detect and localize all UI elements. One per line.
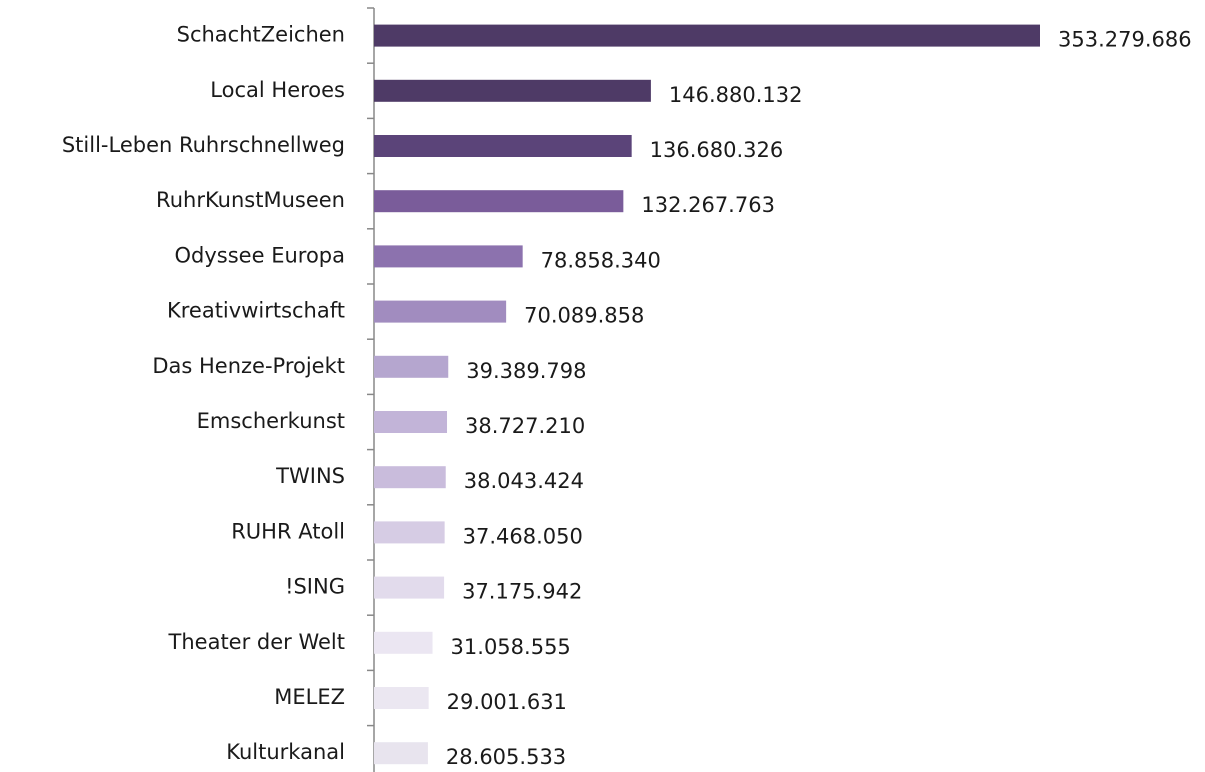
value-label: 78.858.340 bbox=[541, 248, 661, 272]
category-label: RuhrKunstMuseen bbox=[156, 188, 345, 212]
bar bbox=[374, 79, 651, 102]
category-label: Local Heroes bbox=[210, 78, 345, 102]
value-label: 353.279.686 bbox=[1058, 28, 1192, 52]
category-label: Das Henze-Projekt bbox=[152, 354, 345, 378]
category-label: Kreativwirtschaft bbox=[167, 299, 345, 323]
value-label: 146.880.132 bbox=[669, 83, 803, 107]
value-label: 132.267.763 bbox=[641, 193, 775, 217]
bar bbox=[374, 576, 445, 599]
bar bbox=[374, 300, 507, 323]
category-label: SchachtZeichen bbox=[177, 23, 345, 47]
value-label: 70.089.858 bbox=[524, 304, 644, 328]
category-label: Still-Leben Ruhrschnellweg bbox=[62, 133, 345, 157]
value-label: 31.058.555 bbox=[451, 635, 571, 659]
value-label: 39.389.798 bbox=[466, 359, 586, 383]
value-label: 38.043.424 bbox=[464, 469, 584, 493]
bar bbox=[374, 631, 433, 654]
category-label: TWINS bbox=[275, 464, 345, 488]
category-label: Theater der Welt bbox=[168, 630, 345, 654]
bar bbox=[374, 24, 1040, 47]
bar bbox=[374, 466, 446, 489]
category-label: MELEZ bbox=[274, 685, 345, 709]
bar bbox=[374, 190, 624, 213]
bar bbox=[374, 411, 448, 433]
value-label: 29.001.631 bbox=[447, 690, 567, 714]
value-label: 28.605.533 bbox=[446, 745, 566, 769]
bar bbox=[374, 687, 429, 709]
value-label: 37.175.942 bbox=[462, 580, 582, 604]
category-label: RUHR Atoll bbox=[231, 519, 345, 543]
category-label: Odyssee Europa bbox=[175, 243, 345, 267]
bar bbox=[374, 521, 445, 544]
value-label: 38.727.210 bbox=[465, 414, 585, 438]
value-label: 37.468.050 bbox=[463, 524, 583, 548]
category-label: Emscherkunst bbox=[197, 409, 345, 433]
category-label: Kulturkanal bbox=[226, 740, 345, 764]
value-label: 136.680.326 bbox=[650, 138, 784, 162]
bar bbox=[374, 742, 428, 765]
bar bbox=[374, 245, 523, 268]
bar bbox=[374, 135, 632, 157]
category-label: !SING bbox=[285, 575, 345, 599]
bar bbox=[374, 355, 449, 378]
